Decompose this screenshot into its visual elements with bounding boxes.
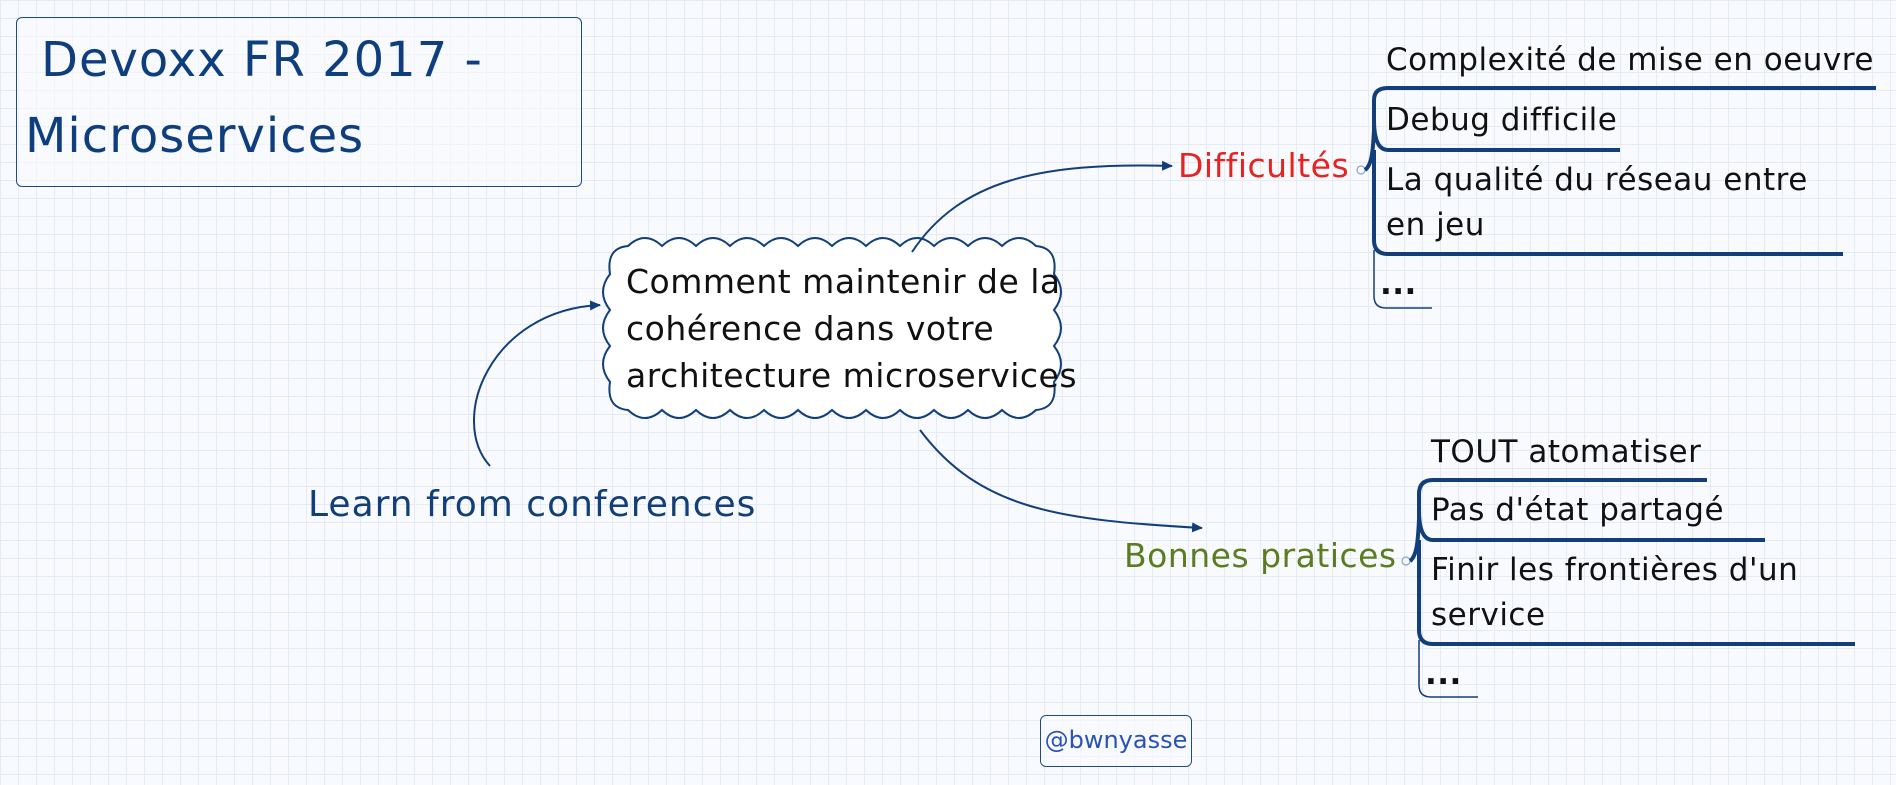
leaf-finir-frontieres[interactable]: Finir les frontières d'un [1431, 552, 1799, 588]
difficultes-branch-tree [1356, 86, 1876, 309]
leaf-qualite-reseau[interactable]: La qualité du réseau entre [1386, 162, 1808, 198]
leaf-pas-etat-partage[interactable]: Pas d'état partagé [1431, 492, 1725, 528]
leaf-debug-difficile[interactable]: Debug difficile [1386, 102, 1618, 138]
leaf-bonnes-more[interactable]: ... [1425, 656, 1462, 692]
leaf-finir-frontieres-line2: service [1431, 597, 1546, 633]
leaf-complexite[interactable]: Complexité de mise en oeuvre [1386, 42, 1874, 78]
central-topic-cloud[interactable] [602, 237, 1062, 419]
central-topic-line: architecture microservices [626, 356, 1078, 395]
central-topic-line: cohérence dans votre [626, 309, 995, 348]
leaf-tout-atomatiser[interactable]: TOUT atomatiser [1431, 434, 1702, 470]
title-box[interactable]: Devoxx FR 2017 - Microservices [16, 17, 582, 187]
connector-to-bonnes [919, 429, 1203, 533]
leaf-difficultes-more[interactable]: ... [1380, 266, 1417, 302]
branch-bonnes-pratices-label[interactable]: Bonnes pratices [1124, 536, 1397, 575]
connector-to-difficultes [911, 160, 1173, 253]
learn-from-conferences-label[interactable]: Learn from conferences [308, 484, 757, 525]
title-line-1: Devoxx FR 2017 - [41, 32, 483, 88]
connector-from-learn [473, 300, 601, 467]
leaf-qualite-reseau-line2: en jeu [1386, 207, 1485, 243]
central-topic-text: Comment maintenir de la cohérence dans v… [626, 258, 1096, 399]
central-topic-line: Comment maintenir de la [626, 262, 1061, 301]
branch-difficultes-label[interactable]: Difficultés [1178, 146, 1350, 185]
title-line-2: Microservices [25, 108, 365, 164]
bonnes-branch-tree [1401, 478, 1855, 698]
author-handle[interactable]: @bwnyasse [1040, 715, 1192, 767]
